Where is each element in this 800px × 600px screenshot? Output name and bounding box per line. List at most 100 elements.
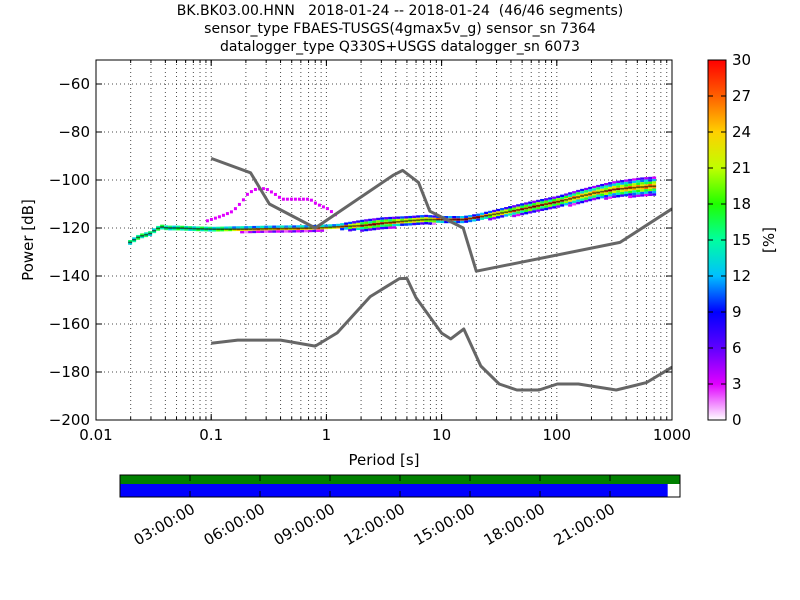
psd-median-cell [412,219,417,222]
psd-cell [620,184,625,188]
psd-cell [492,212,497,215]
psd-cell [628,181,633,184]
psd-cell [556,198,561,201]
psd-cell [624,193,629,197]
psd-outlier-cell [301,197,305,201]
psd-median-cell [540,204,545,206]
psd-cell [372,225,377,228]
y-tick-label: −160 [49,315,90,333]
psd-cell [500,215,505,218]
psd-cell [644,189,649,192]
psd-cell [292,225,297,228]
psd-median-cell [620,188,625,190]
psd-cell [592,190,597,194]
y-tick-label: −180 [49,363,90,381]
psd-cell [408,220,413,224]
psd-cell [532,207,537,211]
psd-cell [524,211,529,215]
psd-median-cell [156,227,161,230]
psd-median-cell [496,212,501,215]
psd-median-cell [564,199,569,201]
psd-median-cell [180,227,185,229]
psd-cell [572,200,577,204]
psd-cell [268,225,273,228]
psd-median-cell [244,228,249,230]
psd-cell [252,230,257,234]
psd-cell [348,228,353,232]
psd-cell [248,230,253,234]
psd-cell [644,191,649,194]
psd-cell [528,203,533,207]
psd-cell [652,183,657,187]
psd-cell [604,185,609,188]
psd-cell [616,182,621,186]
psd-cell [368,218,373,222]
psd-outlier-cell [217,215,221,219]
psd-cell [360,226,365,230]
psd-cell [308,229,313,233]
psd-cell [580,191,585,194]
psd-median-cell [640,186,645,188]
psd-median-cell [480,215,485,218]
psd-cell [400,216,405,219]
psd-cell [468,219,473,223]
psd-cell [548,204,553,207]
psd-median-cell [148,232,153,235]
psd-cell [360,222,365,225]
psd-cell [428,217,433,220]
psd-cell [516,204,521,207]
psd-cell [380,219,385,223]
psd-cell [240,230,245,234]
psd-cell [300,229,305,233]
psd-outlier-cell [289,197,293,201]
psd-cell [324,229,329,232]
psd-cell [548,206,553,210]
psd-cell [268,230,273,233]
psd-median-cell [472,217,477,219]
psd-cell [632,187,637,191]
psd-cell [152,230,157,234]
psd-cell [596,194,601,197]
psd-outlier-cell [229,210,233,214]
psd-cell [424,217,429,220]
psd-cell [532,210,537,213]
psd-cell [356,220,361,223]
psd-median-cell [648,185,653,188]
psd-cell [608,196,613,199]
psd-cell [220,228,225,232]
psd-cell [392,216,397,220]
psd-median-cell [236,228,241,230]
psd-cell [232,226,237,229]
psd-cell [324,224,329,227]
psd-cell [488,210,493,214]
psd-median-cell [172,227,177,229]
psd-cell [580,193,585,197]
psd-cell [416,217,421,221]
psd-cell [348,226,353,229]
psd-cell [280,230,285,233]
psd-outlier-cell [241,198,245,202]
psd-cell [420,215,425,218]
psd-cell [528,201,533,204]
x-tick-label: 1000 [653,426,691,444]
psd-cell [164,225,169,228]
time-tick-label: 06:00:00 [201,500,268,549]
psd-cell [212,229,217,232]
psd-cell [588,196,593,199]
psd-cell [592,197,597,201]
psd-outlier-cell [237,202,241,206]
psd-cell [492,214,497,218]
psd-median-cell [140,235,145,237]
psd-median-cell [336,225,341,228]
psd-cell [536,207,541,210]
psd-cell [568,201,573,205]
psd-median-cell [228,228,233,230]
psd-cell [216,229,221,232]
psd-cell [364,226,369,229]
psd-outlier-cell [213,216,217,220]
psd-cell [648,193,653,197]
psd-cell [628,195,633,199]
psd-cell [620,180,625,183]
psd-cell [176,228,181,231]
psd-cell [148,231,153,234]
